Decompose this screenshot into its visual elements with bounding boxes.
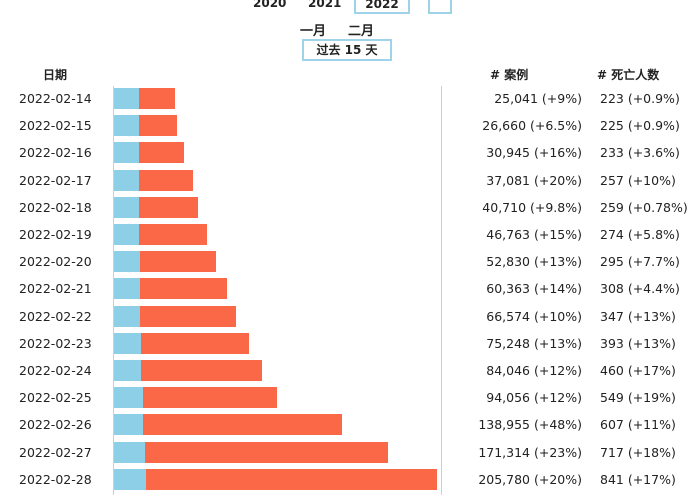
year-2020[interactable]: 2020 <box>253 0 287 10</box>
row-deaths: 841 (+17%) <box>600 471 676 487</box>
cases-bar <box>140 305 237 327</box>
deaths-column-header: # 死亡人数 <box>597 68 660 82</box>
row-deaths: 460 (+17%) <box>600 363 676 378</box>
deaths-bar <box>114 387 143 409</box>
cases-bar <box>142 387 278 409</box>
row-date: 2022-02-26 <box>19 417 92 433</box>
deaths-bar <box>114 169 140 191</box>
cases-bar <box>139 169 193 191</box>
deaths-bar <box>114 360 142 381</box>
row-cases: 40,710 (+9.8%) <box>482 199 582 215</box>
chart-left-divider <box>113 86 114 495</box>
row-date: 2022-02-25 <box>19 390 92 406</box>
year-2021[interactable]: 2021 <box>308 0 342 10</box>
month-january[interactable]: 一月 <box>300 24 327 39</box>
row-cases: 26,660 (+6.5%) <box>482 118 582 134</box>
row-cases: 30,945 (+16%) <box>486 145 582 161</box>
row-deaths: 259 (+0.78%) <box>600 199 688 215</box>
row-date: 2022-02-22 <box>19 308 92 324</box>
row-cases: 46,763 (+15%) <box>486 227 582 242</box>
row-deaths: 347 (+13%) <box>600 308 676 324</box>
row-date: 2022-02-17 <box>19 172 92 188</box>
cases-bar <box>144 441 388 463</box>
cases-column-header: # 案例 <box>490 68 529 82</box>
deaths-bar <box>114 88 139 109</box>
deaths-bar <box>114 224 140 245</box>
row-cases: 37,081 (+20%) <box>486 172 582 188</box>
cases-bar <box>140 332 250 354</box>
row-deaths: 233 (+3.6%) <box>600 145 680 161</box>
row-deaths: 257 (+10%) <box>600 172 676 188</box>
cases-bar <box>146 468 437 490</box>
row-cases: 94,056 (+12%) <box>486 390 582 406</box>
cases-bar <box>141 360 263 381</box>
deaths-bar <box>114 414 144 436</box>
row-date: 2022-02-19 <box>19 227 92 242</box>
row-cases: 205,780 (+20%) <box>478 471 582 487</box>
row-cases: 171,314 (+23%) <box>478 444 582 460</box>
row-date: 2022-02-27 <box>19 444 92 460</box>
deaths-bar <box>114 196 140 218</box>
row-deaths: 549 (+19%) <box>600 390 676 406</box>
row-deaths: 607 (+11%) <box>600 417 676 433</box>
chart-right-divider <box>441 86 442 495</box>
deaths-bar <box>114 142 139 164</box>
row-deaths: 308 (+4.4%) <box>600 281 680 297</box>
row-cases: 66,574 (+10%) <box>486 308 582 324</box>
row-deaths: 223 (+0.9%) <box>600 91 680 106</box>
row-date: 2022-02-23 <box>19 335 92 351</box>
cases-bar <box>139 224 207 245</box>
row-cases: 75,248 (+13%) <box>486 335 582 351</box>
range-last-15-days-button[interactable]: 过去 15 天 <box>302 39 392 61</box>
cases-bar <box>138 115 178 137</box>
row-date: 2022-02-28 <box>19 471 92 487</box>
deaths-bar <box>114 441 145 463</box>
year-2022[interactable]: 2022 <box>354 0 410 14</box>
deaths-bar <box>114 305 141 327</box>
row-deaths: 393 (+13%) <box>600 335 676 351</box>
row-date: 2022-02-14 <box>19 91 92 106</box>
year-next-button[interactable] <box>428 0 452 14</box>
cases-bar <box>139 278 227 300</box>
row-cases: 84,046 (+12%) <box>486 363 582 378</box>
row-cases: 138,955 (+48%) <box>478 417 582 433</box>
deaths-bar <box>114 468 146 490</box>
deaths-bar <box>114 115 139 137</box>
cases-bar <box>143 414 342 436</box>
row-deaths: 274 (+5.8%) <box>600 227 680 242</box>
deaths-bar <box>114 251 140 273</box>
month-february[interactable]: 二月 <box>348 24 375 39</box>
row-date: 2022-02-20 <box>19 254 92 270</box>
row-date: 2022-02-16 <box>19 145 92 161</box>
cases-bar <box>138 88 175 109</box>
row-cases: 25,041 (+9%) <box>494 91 582 106</box>
row-date: 2022-02-24 <box>19 363 92 378</box>
row-cases: 52,830 (+13%) <box>486 254 582 270</box>
row-deaths: 717 (+18%) <box>600 444 676 460</box>
row-date: 2022-02-21 <box>19 281 92 297</box>
cases-bar <box>139 196 199 218</box>
row-date: 2022-02-18 <box>19 199 92 215</box>
row-date: 2022-02-15 <box>19 118 92 134</box>
cases-bar <box>138 142 184 164</box>
date-column-header: 日期 <box>43 68 68 82</box>
row-cases: 60,363 (+14%) <box>486 281 582 297</box>
deaths-bar <box>114 278 140 300</box>
row-deaths: 295 (+7.7%) <box>600 254 680 270</box>
row-deaths: 225 (+0.9%) <box>600 118 680 134</box>
deaths-bar <box>114 332 141 354</box>
cases-bar <box>139 251 216 273</box>
